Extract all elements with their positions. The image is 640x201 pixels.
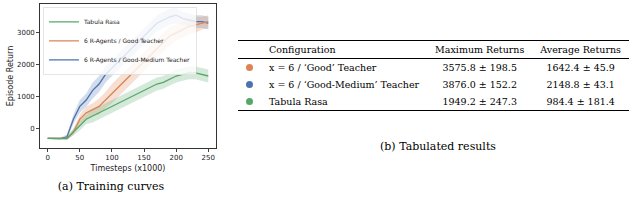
- html-text:Configuration: Configuration: [269, 44, 336, 55]
- svg-text:0: 0: [45, 154, 49, 162]
- svg-text:6 R-Agents / Good-Medium Teach: 6 R-Agents / Good-Medium Teacher: [84, 56, 190, 64]
- html-text:3876.0 ± 152.2: 3876.0 ± 152.2: [442, 79, 517, 90]
- svg-text:0: 0: [30, 125, 34, 133]
- html-text:Tabula Rasa: Tabula Rasa: [269, 96, 328, 107]
- svg-text:250: 250: [202, 154, 215, 162]
- svg-text:50: 50: [75, 154, 84, 162]
- html-text:Average Returns: Average Returns: [540, 44, 621, 55]
- html-text:x = 6 / ‘Good’ Teacher: x = 6 / ‘Good’ Teacher: [269, 62, 377, 73]
- svg-text:200: 200: [169, 154, 182, 162]
- svg-text:Episode Return: Episode Return: [6, 46, 15, 107]
- html-text:Maximum Returns: Maximum Returns: [435, 44, 525, 55]
- html-text:2148.8 ± 43.1: 2148.8 ± 43.1: [546, 79, 615, 90]
- svg-text:150: 150: [137, 154, 150, 162]
- svg-text:1000: 1000: [17, 93, 35, 101]
- svg-text:Timesteps (x1000): Timesteps (x1000): [90, 164, 166, 173]
- svg-text:100: 100: [105, 154, 118, 162]
- html-text:984.4 ± 181.4: 984.4 ± 181.4: [546, 96, 615, 107]
- svg-text:2000: 2000: [17, 61, 35, 69]
- html-text:3575.8 ± 198.5: 3575.8 ± 198.5: [442, 62, 517, 73]
- svg-text:Tabula Rasa: Tabula Rasa: [83, 18, 120, 25]
- html-text:1642.4 ± 45.9: 1642.4 ± 45.9: [546, 62, 615, 73]
- html-text:x = 6 / ‘Good-Medium’ Teacher: x = 6 / ‘Good-Medium’ Teacher: [269, 79, 420, 90]
- html-text:(a) Training curves: (a) Training curves: [57, 180, 165, 193]
- html-text:1949.2 ± 247.3: 1949.2 ± 247.3: [442, 96, 517, 107]
- svg-text:6 R-Agents / Good Teacher: 6 R-Agents / Good Teacher: [84, 37, 164, 45]
- html-text:(b) Tabulated results: (b) Tabulated results: [380, 140, 496, 153]
- svg-text:3000: 3000: [17, 29, 35, 37]
